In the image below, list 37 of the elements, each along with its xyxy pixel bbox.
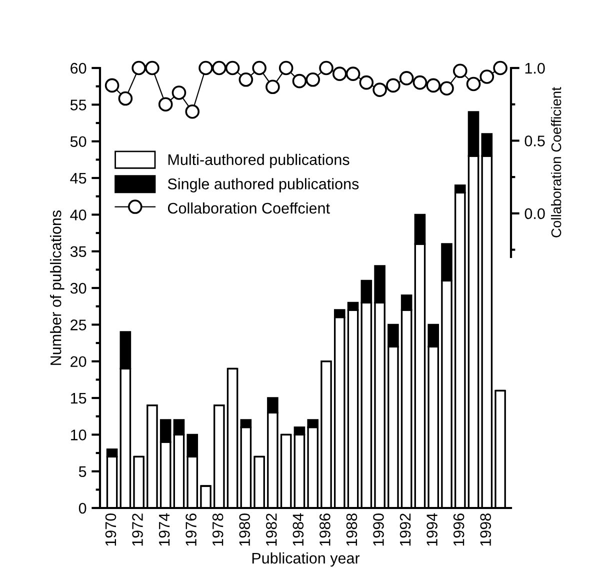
x-tick-label: 1982 (266, 514, 277, 546)
y-tick-label: 35 (70, 246, 86, 258)
y-axis-title: Number of publications (50, 210, 64, 365)
y-tick-label: 60 (70, 62, 86, 74)
x-tick-label: 1988 (346, 514, 358, 546)
x-tick-label: 1970 (105, 513, 116, 546)
y-tick-label: 50 (70, 136, 86, 148)
x-tick-label: 1996 (453, 514, 464, 546)
x-tick-label: 1998 (480, 514, 492, 546)
x-tick-label: 1976 (186, 514, 196, 546)
legend-label: Multi-authored publications (168, 154, 350, 168)
y-tick-label: 55 (70, 100, 86, 110)
y-tick-label: 45 (70, 173, 86, 184)
x-tick-label: 1986 (320, 514, 330, 546)
x-axis-title: Publication year (252, 552, 360, 567)
x-tick-label: 1974 (158, 513, 170, 546)
y-tick-label: 40 (70, 210, 86, 220)
y2-axis-title: Collaboration Coefficient (550, 87, 562, 238)
x-tick-label: 1980 (239, 513, 250, 546)
y-tick-label: 0 (78, 502, 86, 514)
x-tick-label: 1972 (132, 514, 143, 546)
y-tick-label: 30 (70, 282, 86, 294)
x-tick-label: 1984 (292, 513, 304, 546)
legend-label: Single authored publications (168, 178, 359, 192)
x-tick-label: 1994 (426, 513, 438, 546)
y-tick-label: 15 (70, 393, 86, 404)
y2-tick-label: 0.0 (524, 208, 545, 220)
legend-label: Collaboration Coeffcient (168, 202, 330, 214)
x-tick-label: 1992 (400, 514, 411, 546)
y-tick-label: 5 (78, 466, 86, 478)
x-tick-label: 1978 (212, 514, 224, 546)
y-tick-label: 20 (70, 356, 86, 368)
y-tick-label: 25 (70, 320, 86, 330)
x-tick-label: 1990 (373, 513, 384, 546)
y2-tick-label: 1.0 (525, 62, 545, 74)
y-tick-label: 10 (70, 430, 86, 440)
y2-tick-label: 0.5 (524, 136, 545, 146)
